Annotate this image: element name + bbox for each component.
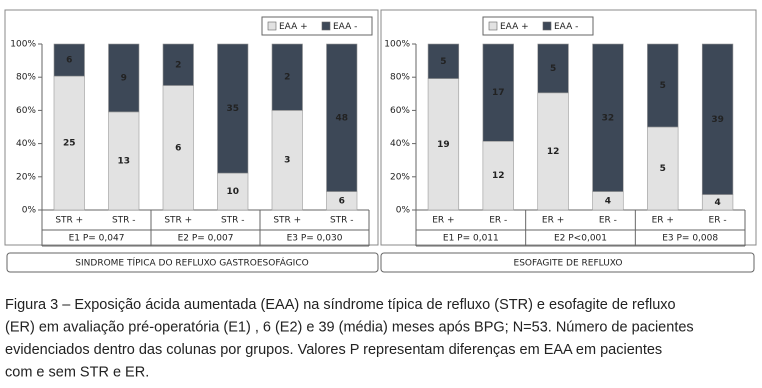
x-tick-label: STR + [164, 216, 192, 226]
legend-label: EAA - [554, 22, 578, 32]
panel-label-box [380, 252, 755, 273]
y-tick-label: 20% [390, 172, 410, 182]
data-label: 17 [492, 88, 505, 98]
group-label: E3 P= 0,030 [287, 234, 343, 244]
x-tick-label: ER + [432, 216, 454, 226]
caption-line: com e sem STR e ER. [5, 364, 149, 380]
group-label: E2 P= 0,007 [178, 234, 234, 244]
bar-segment [537, 92, 569, 211]
bar-segment [427, 43, 460, 79]
y-tick-label: 40% [16, 139, 36, 149]
panel-label: SINDROME TÍPICA DO REFLUXO GASTROESOFÁGI… [75, 257, 308, 269]
bar-segment [108, 43, 140, 113]
x-tick-label: ER + [542, 216, 564, 226]
y-tick-label: 60% [390, 106, 410, 116]
y-tick-label: 80% [390, 73, 410, 83]
data-label: 5 [440, 57, 446, 67]
data-label: 39 [711, 115, 724, 125]
bar-segment [217, 172, 249, 211]
data-label: 2 [175, 60, 181, 70]
data-label: 5 [660, 164, 666, 174]
y-tick-label: 0% [396, 206, 411, 216]
bar-segment [271, 110, 303, 211]
y-tick-label: 100% [10, 40, 36, 50]
y-tick-label: 20% [16, 172, 36, 182]
bar-segment [427, 78, 460, 211]
x-tick-label: STR + [273, 216, 301, 226]
x-tick-label: ER - [489, 216, 507, 226]
data-label: 6 [175, 143, 181, 153]
panel-frame [380, 9, 757, 246]
data-label: 35 [226, 104, 239, 114]
panel-label: ESOFAGITE DE REFLUXO [514, 259, 623, 269]
data-label: 12 [547, 147, 560, 157]
panel-frame [4, 9, 379, 246]
data-label: 5 [550, 64, 556, 74]
x-tick-label: STR - [221, 216, 245, 226]
data-label: 4 [605, 196, 611, 206]
data-label: 25 [63, 139, 76, 149]
data-label: 9 [121, 73, 127, 83]
group-label: E2 P<0,001 [554, 234, 607, 244]
legend-label: EAA + [279, 22, 308, 32]
bar-segment [53, 75, 85, 211]
data-label: 3 [284, 156, 290, 166]
group-label: E3 P= 0,008 [662, 234, 718, 244]
legend-swatch [488, 21, 498, 31]
y-tick-label: 80% [16, 73, 36, 83]
bar-segment [326, 43, 358, 192]
bar-segment [162, 43, 194, 86]
group-label: E1 P= 0,047 [69, 234, 125, 244]
data-label: 12 [492, 171, 505, 181]
panel-label-box [6, 252, 379, 273]
bar-segment [537, 43, 569, 94]
x-tick-label: STR - [112, 216, 136, 226]
data-label: 48 [335, 113, 348, 123]
legend-swatch [321, 21, 331, 31]
group-label: E1 P= 0,011 [443, 234, 499, 244]
caption-line: (ER) em avaliação pré-operatória (E1) , … [5, 319, 694, 335]
bar-segment [701, 43, 734, 195]
x-tick-label: ER - [709, 216, 727, 226]
bar-segment [217, 43, 249, 174]
data-label: 5 [660, 81, 666, 91]
bar-segment [482, 141, 514, 211]
x-tick-label: ER - [599, 216, 617, 226]
bar-segment [162, 85, 194, 211]
bar-segment [482, 43, 514, 142]
bar-segment [53, 43, 85, 77]
legend-label: EAA + [500, 22, 529, 32]
bar-segment [647, 43, 679, 128]
data-label: 6 [339, 196, 345, 206]
legend-box [482, 16, 594, 36]
legend-swatch [267, 21, 277, 31]
y-tick-label: 40% [390, 139, 410, 149]
legend-box [261, 16, 373, 36]
bar-segment [271, 43, 303, 111]
caption-line: Figura 3 – Exposição ácida aumentada (EA… [5, 297, 676, 313]
y-tick-label: 100% [384, 40, 410, 50]
data-label: 2 [284, 73, 290, 83]
bar-segment [592, 43, 624, 192]
x-tick-label: ER + [652, 216, 674, 226]
data-label: 32 [602, 113, 615, 123]
data-label: 19 [437, 140, 450, 150]
data-label: 13 [117, 156, 130, 166]
legend-swatch [542, 21, 552, 31]
caption-line: evidenciados dentro das colunas por grup… [5, 342, 662, 358]
data-label: 6 [66, 56, 72, 66]
y-tick-label: 0% [22, 206, 37, 216]
y-tick-label: 60% [16, 106, 36, 116]
data-label: 10 [226, 187, 239, 197]
legend-label: EAA - [333, 22, 357, 32]
data-label: 4 [714, 198, 720, 208]
bar-segment [647, 126, 679, 211]
x-tick-label: STR - [330, 216, 354, 226]
x-tick-label: STR + [55, 216, 83, 226]
bar-segment [108, 111, 140, 211]
